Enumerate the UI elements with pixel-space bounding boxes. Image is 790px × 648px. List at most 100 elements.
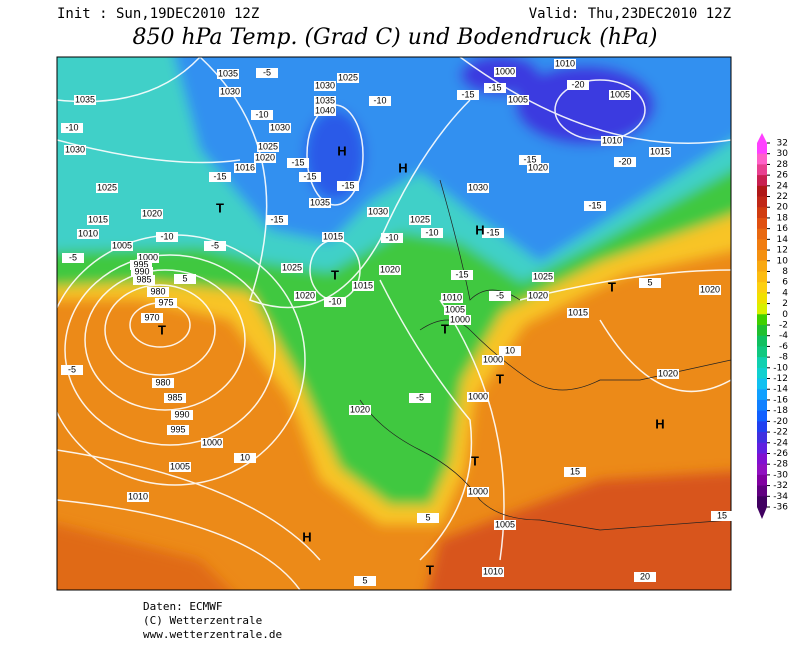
label-box xyxy=(61,365,83,375)
label-box xyxy=(152,378,174,388)
contour-label: 1030 xyxy=(220,86,240,96)
colorbar-segment xyxy=(757,217,767,230)
contour-label: 1016 xyxy=(235,162,255,172)
label-box xyxy=(527,163,549,173)
contour-label: -10 xyxy=(385,232,398,242)
colorbar-segment xyxy=(757,367,767,380)
colorbar-segment xyxy=(757,464,767,476)
label-box xyxy=(234,163,256,173)
label-box xyxy=(337,181,359,191)
contour-label: -5 xyxy=(69,252,77,262)
contour-label: 5 xyxy=(647,277,652,287)
contour-label: -10 xyxy=(373,95,386,105)
contour-label: 1010 xyxy=(128,491,148,501)
contour-label: 1020 xyxy=(295,290,315,300)
colorbar-segment xyxy=(757,389,767,401)
label-box xyxy=(369,96,391,106)
contour-label: 990 xyxy=(134,266,149,276)
contour-label: -5 xyxy=(496,290,504,300)
label-box xyxy=(257,142,279,152)
colorbar-label: 0 xyxy=(782,310,788,320)
pressure-center: T xyxy=(441,321,449,336)
colorbar-label: -22 xyxy=(773,428,788,438)
label-box xyxy=(171,410,193,420)
label-box xyxy=(266,215,288,225)
contour-label: 1005 xyxy=(495,519,515,529)
label-box xyxy=(614,157,636,167)
pressure-center: H xyxy=(655,416,664,431)
colorbar-label: -16 xyxy=(773,395,788,405)
contour-label: 5 xyxy=(362,575,367,585)
contour-label: 1000 xyxy=(138,252,158,262)
label-box xyxy=(507,95,529,105)
label-box xyxy=(601,136,623,146)
pressure-center: T xyxy=(216,200,224,215)
contour-label: -20 xyxy=(571,79,584,89)
label-box xyxy=(147,287,169,297)
contour-label: 1010 xyxy=(555,58,575,68)
pressure-center: H xyxy=(475,222,484,237)
contour-label: 995 xyxy=(170,424,185,434)
contour-label: 20 xyxy=(640,571,650,581)
label-box xyxy=(174,274,196,284)
contour-label: 1005 xyxy=(112,240,132,250)
contour-label: 1020 xyxy=(350,404,370,414)
contour-label: -15 xyxy=(486,227,499,237)
colorbar-label: -12 xyxy=(773,374,788,384)
contour-label: 1035 xyxy=(310,197,330,207)
label-box xyxy=(294,291,316,301)
label-box xyxy=(482,228,504,238)
label-box xyxy=(87,215,109,225)
contour-label: -15 xyxy=(523,154,536,164)
contour-label: 1015 xyxy=(353,280,373,290)
label-box xyxy=(169,462,191,472)
contour-label: -15 xyxy=(461,89,474,99)
contour-label: 1015 xyxy=(650,146,670,156)
colorbar-label: 2 xyxy=(782,299,788,309)
contour-label: 1010 xyxy=(78,228,98,238)
colorbar-arrow-bottom xyxy=(757,507,767,519)
label-box xyxy=(141,313,163,323)
colorbar-label: 14 xyxy=(777,235,789,245)
label-box xyxy=(609,90,631,100)
contour-label: -10 xyxy=(255,109,268,119)
colorbar-label: 22 xyxy=(777,192,788,202)
label-box xyxy=(467,183,489,193)
contour-label: 980 xyxy=(155,377,170,387)
label-box xyxy=(234,453,256,463)
contour-label: 1035 xyxy=(75,94,95,104)
contour-label: 1025 xyxy=(282,262,302,272)
colorbar-segment xyxy=(757,207,767,219)
colorbar-label: -14 xyxy=(773,385,788,395)
colorbar-segment xyxy=(757,474,767,487)
contour-label: -15 xyxy=(341,180,354,190)
colorbar-segment xyxy=(757,399,767,412)
colorbar-segment xyxy=(757,432,767,444)
label-box xyxy=(494,520,516,530)
contour-label: 975 xyxy=(158,297,173,307)
colorbar-segment xyxy=(757,153,767,165)
contour-label: 1020 xyxy=(255,152,275,162)
label-box xyxy=(354,576,376,586)
label-box xyxy=(127,492,149,502)
label-box xyxy=(219,87,241,97)
contour-label: 985 xyxy=(136,274,151,284)
colorbar-label: 28 xyxy=(777,160,789,170)
label-box xyxy=(137,253,159,263)
colorbar-label: -32 xyxy=(773,481,788,491)
colorbar-segment xyxy=(757,496,767,508)
label-box xyxy=(251,110,273,120)
label-box xyxy=(467,392,489,402)
colorbar-label: -34 xyxy=(773,492,788,502)
label-box xyxy=(281,263,303,273)
label-box xyxy=(494,67,516,77)
label-box xyxy=(167,425,189,435)
pressure-center: H xyxy=(302,529,311,544)
label-box xyxy=(130,260,152,270)
colorbar-segment xyxy=(757,292,767,305)
contour-label: -15 xyxy=(455,269,468,279)
contour-label: 990 xyxy=(174,409,189,419)
colorbar-label: -8 xyxy=(779,353,788,363)
label-box xyxy=(564,467,586,477)
label-box xyxy=(141,209,163,219)
